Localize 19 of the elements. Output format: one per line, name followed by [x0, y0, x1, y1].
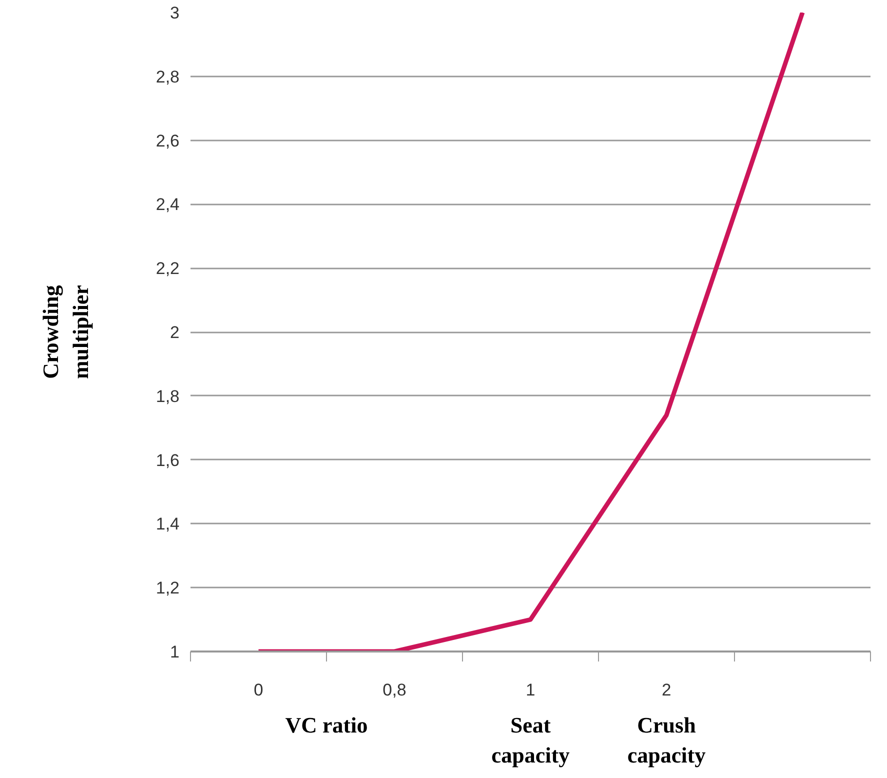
x-tick-label: 2 [662, 680, 672, 700]
x-axis-title: VC ratio [285, 712, 368, 738]
y-tick-label: 2 [170, 323, 180, 342]
text: Crush capacity [627, 712, 706, 768]
x-tick-label: 0 [254, 680, 264, 700]
x-tick-label: 0,8 [382, 680, 406, 700]
y-tick-label: 1 [170, 642, 180, 662]
y-tick-label: 2,6 [156, 131, 180, 150]
y-tick-label: 1,4 [156, 514, 180, 534]
text: Seat capacity [491, 712, 570, 768]
y-tick-label: 1,8 [156, 386, 180, 406]
y-tick-label: 1,6 [156, 450, 180, 470]
x-tick-label: 1 [526, 680, 536, 700]
y-axis-title: Crowding multiplier [38, 284, 93, 380]
y-tick-label: 2,4 [156, 195, 180, 214]
y-tick-label: 3 [170, 4, 180, 22]
y-tick-label: 1,2 [156, 578, 180, 598]
y-tick-label: 2,8 [156, 67, 180, 86]
y-tick-label: 2,2 [156, 259, 180, 278]
